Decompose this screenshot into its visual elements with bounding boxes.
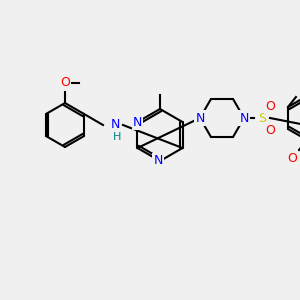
Text: O: O [60,76,70,89]
Text: S: S [258,112,266,124]
Text: O: O [265,100,275,112]
Text: N: N [133,116,142,128]
Text: N: N [110,118,120,131]
Text: H: H [113,132,121,142]
Text: O: O [265,124,275,136]
Text: O: O [287,152,297,164]
Text: N: N [195,112,205,124]
Text: N: N [239,112,249,124]
Text: N: N [153,154,163,167]
